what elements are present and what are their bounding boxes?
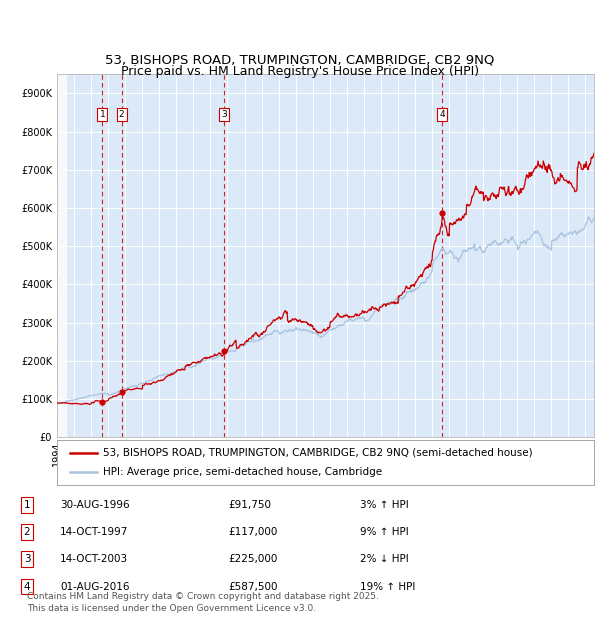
Text: 3: 3: [221, 110, 227, 119]
Text: Price paid vs. HM Land Registry's House Price Index (HPI): Price paid vs. HM Land Registry's House …: [121, 64, 479, 78]
Text: £225,000: £225,000: [228, 554, 277, 564]
Text: 1: 1: [100, 110, 105, 119]
Text: 3: 3: [23, 554, 31, 564]
Text: 01-AUG-2016: 01-AUG-2016: [60, 582, 130, 591]
Text: Contains HM Land Registry data © Crown copyright and database right 2025.
This d: Contains HM Land Registry data © Crown c…: [27, 591, 379, 613]
Text: 9% ↑ HPI: 9% ↑ HPI: [360, 527, 409, 537]
Text: 30-AUG-1996: 30-AUG-1996: [60, 500, 130, 510]
Text: 2% ↓ HPI: 2% ↓ HPI: [360, 554, 409, 564]
Text: 53, BISHOPS ROAD, TRUMPINGTON, CAMBRIDGE, CB2 9NQ (semi-detached house): 53, BISHOPS ROAD, TRUMPINGTON, CAMBRIDGE…: [103, 448, 532, 458]
Text: 4: 4: [439, 110, 445, 119]
Text: 19% ↑ HPI: 19% ↑ HPI: [360, 582, 415, 591]
Bar: [57, 74, 67, 437]
Text: HPI: Average price, semi-detached house, Cambridge: HPI: Average price, semi-detached house,…: [103, 467, 382, 477]
Text: 1: 1: [23, 500, 31, 510]
Text: £587,500: £587,500: [228, 582, 277, 591]
Text: 14-OCT-2003: 14-OCT-2003: [60, 554, 128, 564]
Text: 4: 4: [23, 582, 31, 591]
Text: 53, BISHOPS ROAD, TRUMPINGTON, CAMBRIDGE, CB2 9NQ: 53, BISHOPS ROAD, TRUMPINGTON, CAMBRIDGE…: [106, 54, 494, 67]
Text: 2: 2: [119, 110, 124, 119]
Text: £91,750: £91,750: [228, 500, 271, 510]
Text: £117,000: £117,000: [228, 527, 277, 537]
Text: 2: 2: [23, 527, 31, 537]
Text: 3% ↑ HPI: 3% ↑ HPI: [360, 500, 409, 510]
Text: 14-OCT-1997: 14-OCT-1997: [60, 527, 128, 537]
